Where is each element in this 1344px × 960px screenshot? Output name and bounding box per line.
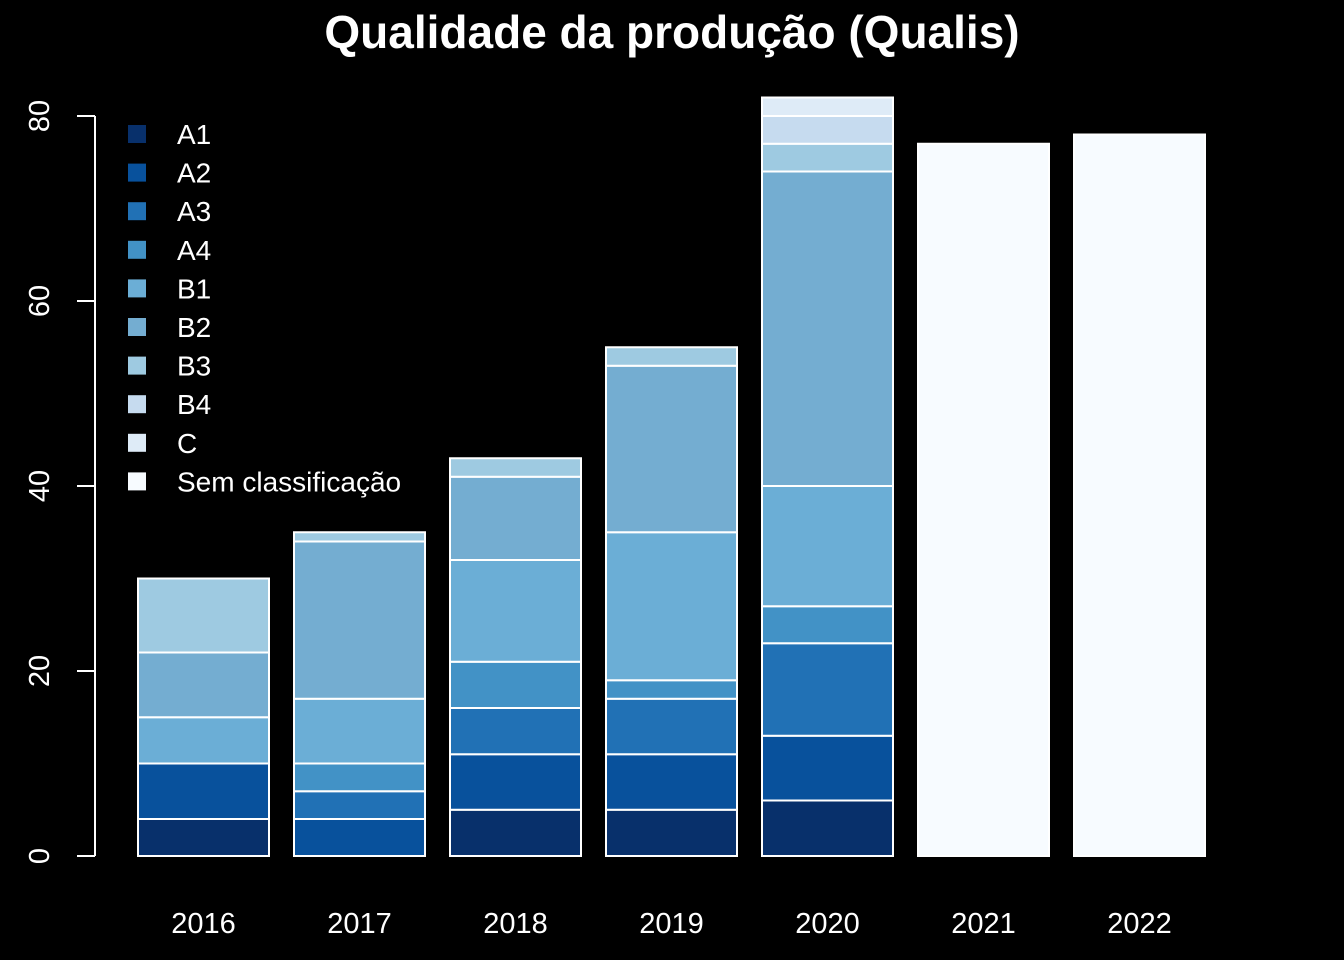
bar-segment-2018-a2 — [449, 753, 582, 811]
legend-item: B4 — [128, 389, 211, 420]
x-tick-label: 2021 — [951, 908, 1016, 940]
bar-segment-2019-a3 — [605, 697, 738, 756]
bar-segment-2017-a3 — [293, 790, 426, 820]
bar-segment-2016-b2 — [137, 651, 270, 719]
bar-segment-2020-b1 — [761, 485, 894, 608]
x-tick-label: 2016 — [171, 908, 236, 940]
legend-label: C — [177, 428, 197, 459]
bar-segment-2018-b2 — [449, 475, 582, 561]
x-tick-label: 2018 — [483, 908, 548, 940]
bar-stack-2016 — [137, 577, 270, 857]
bar-segment-2017-b1 — [293, 697, 426, 765]
bar-segment-2019-a2 — [605, 753, 738, 811]
legend-label: A2 — [177, 158, 211, 189]
legend-label: A4 — [177, 235, 211, 266]
legend-item: A2 — [128, 158, 211, 189]
bar-segment-2016-b1 — [137, 716, 270, 765]
legend-swatch — [128, 433, 146, 452]
legend: A1 A2 A3 A4 B1 B2 B3 B4 C Sem classificação — [128, 119, 401, 497]
legend-label: B1 — [177, 273, 211, 304]
y-axis: 0 20 40 60 80 — [24, 100, 96, 864]
legend-item: C — [128, 428, 197, 459]
bar-segment-2019-b1 — [605, 531, 738, 682]
chart-title: Qualidade da produção (Qualis) — [324, 6, 1019, 58]
x-tick-label: 2019 — [639, 908, 704, 940]
legend-item: Sem classificação — [128, 466, 401, 497]
bar-segment-2020-a1 — [761, 799, 894, 857]
legend-swatch — [128, 318, 146, 336]
legend-swatch — [128, 356, 146, 375]
bar-segment-2019-b3 — [605, 346, 738, 367]
legend-label: Sem classificação — [177, 466, 401, 497]
bar-segment-2020-a2 — [761, 734, 894, 802]
legend-item: B3 — [128, 351, 211, 382]
legend-swatch — [128, 202, 146, 221]
bar-segment-2018-a4 — [449, 660, 582, 709]
bar-stack-2019 — [605, 346, 738, 857]
x-tick-label: 2020 — [795, 908, 860, 940]
bar-segment-2018-a1 — [449, 808, 582, 857]
bar-segment-2017-a4 — [293, 762, 426, 793]
legend-item: B2 — [128, 312, 211, 343]
bar-segment-2016-a2 — [137, 762, 270, 820]
x-axis-labels: 2016 2017 2018 2019 2020 2021 2022 — [171, 908, 1172, 940]
bars — [137, 96, 1206, 857]
y-tick-label: 60 — [24, 285, 56, 317]
bar-segment-2022-sem-classificação — [1073, 133, 1206, 857]
bar-stack-2017 — [293, 531, 426, 857]
bar-segment-2017-a2 — [293, 818, 426, 857]
legend-item: A4 — [128, 235, 211, 266]
y-tick-label: 40 — [24, 470, 56, 502]
bar-segment-2020-a3 — [761, 642, 894, 737]
legend-label: B2 — [177, 312, 211, 343]
legend-item: B1 — [128, 273, 211, 304]
bar-segment-2016-b3 — [137, 577, 270, 654]
bar-segment-2017-b3 — [293, 531, 426, 543]
legend-swatch — [128, 472, 146, 491]
bar-segment-2018-b3 — [449, 457, 582, 478]
legend-swatch — [128, 395, 146, 414]
bar-segment-2020-c — [761, 96, 894, 117]
y-tick-label: 0 — [24, 848, 56, 864]
bar-stack-2021 — [917, 142, 1050, 857]
legend-label: A1 — [177, 119, 211, 150]
legend-swatch — [128, 279, 146, 298]
legend-swatch — [128, 163, 146, 182]
bar-segment-2018-b1 — [449, 559, 582, 663]
legend-label: A3 — [177, 196, 211, 227]
bar-segment-2018-a3 — [449, 707, 582, 756]
bar-segment-2020-b3 — [761, 142, 894, 173]
bar-segment-2020-a4 — [761, 605, 894, 645]
bar-stack-2022 — [1073, 133, 1206, 857]
x-tick-label: 2022 — [1107, 908, 1172, 940]
bar-segment-2019-a1 — [605, 808, 738, 857]
x-tick-label: 2017 — [327, 908, 392, 940]
bar-segment-2019-a4 — [605, 679, 738, 700]
legend-item: A3 — [128, 196, 211, 227]
legend-label: B3 — [177, 351, 211, 382]
bar-segment-2016-a1 — [137, 818, 270, 857]
bar-segment-2020-b4 — [761, 115, 894, 145]
y-tick-label: 20 — [24, 655, 56, 687]
bar-segment-2020-b2 — [761, 170, 894, 487]
legend-item: A1 — [128, 119, 211, 150]
bar-segment-2019-b2 — [605, 364, 738, 534]
y-tick-label: 80 — [24, 100, 56, 132]
legend-swatch — [128, 125, 146, 143]
bar-segment-2017-b2 — [293, 540, 426, 700]
legend-label: B4 — [177, 389, 211, 420]
bar-stack-2018 — [449, 457, 582, 857]
legend-swatch — [128, 240, 146, 259]
bar-segment-2021-sem-classificação — [917, 142, 1050, 857]
bar-stack-2020 — [761, 96, 894, 857]
